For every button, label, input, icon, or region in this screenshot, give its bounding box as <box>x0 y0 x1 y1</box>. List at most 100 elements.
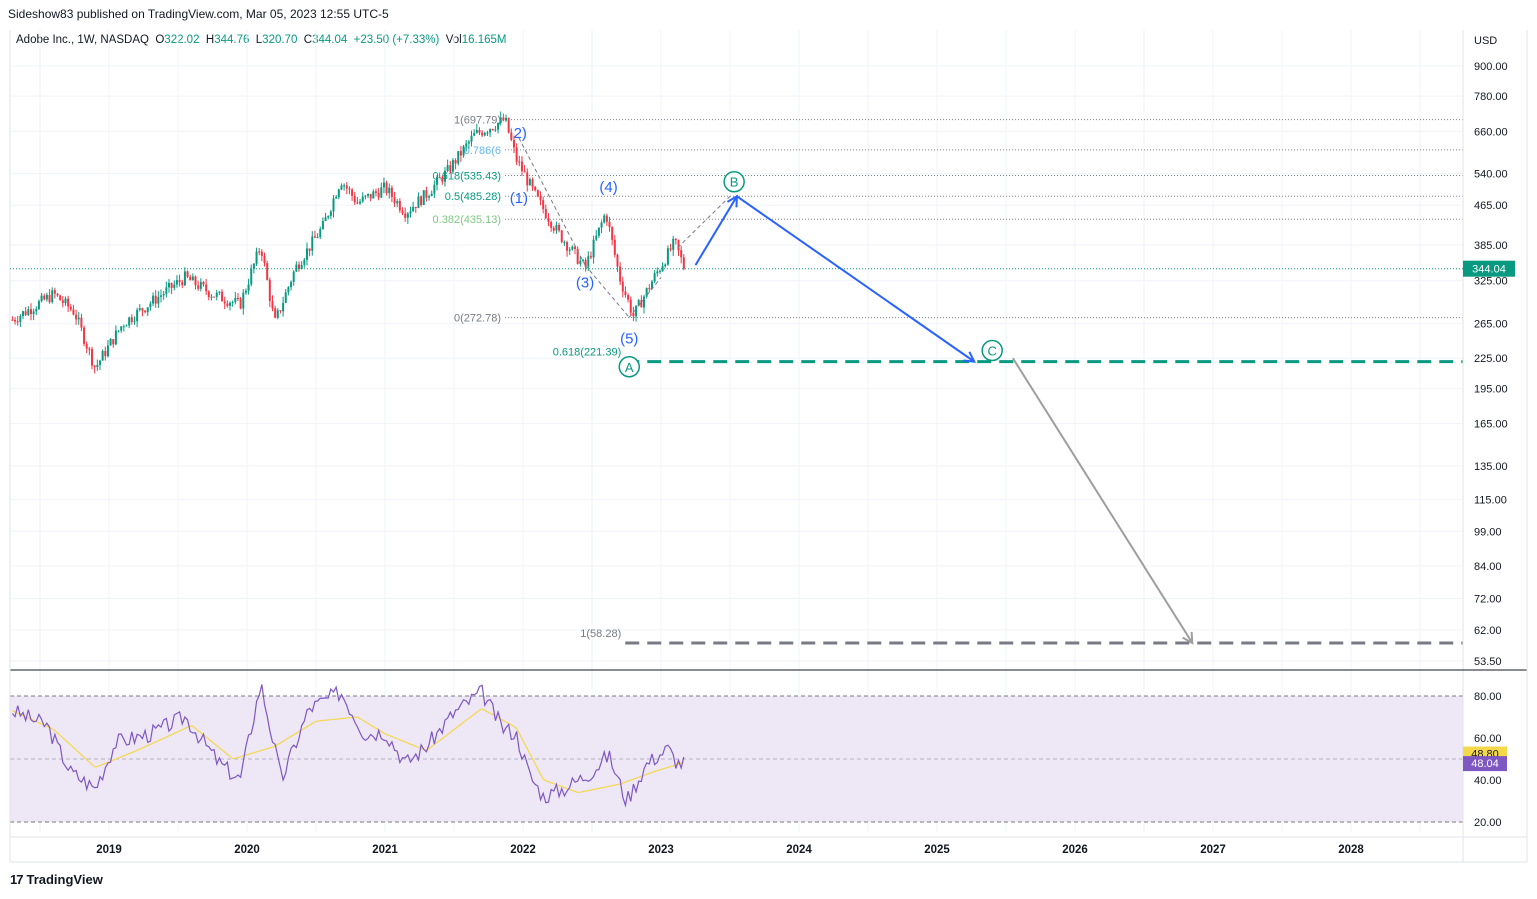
candle-body <box>61 300 64 304</box>
candle-body <box>658 270 661 272</box>
candle-body <box>29 309 32 315</box>
candle-body <box>462 146 465 156</box>
candle-body <box>290 281 293 288</box>
wave-guide-line <box>628 277 662 318</box>
fib-level-label: 0(272.78) <box>454 313 501 325</box>
rsi-axis-label: 80.00 <box>1474 691 1502 703</box>
candle-body <box>258 251 261 253</box>
candle-body <box>72 309 75 315</box>
candle-body <box>502 117 505 121</box>
wave-label: 2) <box>514 125 527 142</box>
candle-body <box>93 365 96 368</box>
tradingview-footer: 17 TradingView <box>10 872 103 887</box>
candle-body <box>672 238 675 250</box>
price-axis-label: 465.00 <box>1474 200 1508 212</box>
candle-body <box>361 196 364 202</box>
candle-body <box>152 295 155 304</box>
candle-body <box>613 239 616 255</box>
candle-body <box>674 238 677 240</box>
candle-body <box>483 132 486 136</box>
rsi-ma-line <box>12 708 685 794</box>
candle-body <box>205 284 208 292</box>
open-value: 322.02 <box>164 34 200 46</box>
candle-body <box>189 276 192 281</box>
candle-body <box>372 191 375 199</box>
candle-body <box>160 295 163 297</box>
price-axis-label: 225.00 <box>1474 353 1508 365</box>
price-axis-label: 115.00 <box>1474 495 1507 507</box>
price-axis-label: 165.00 <box>1474 419 1508 431</box>
candle-body <box>348 188 351 190</box>
candle-body <box>313 236 316 238</box>
candle-body <box>210 296 213 298</box>
candle-body <box>624 291 627 295</box>
candle-body <box>645 288 648 297</box>
candle-body <box>157 296 160 304</box>
candle-body <box>412 206 415 212</box>
currency-label: USD <box>1474 35 1497 47</box>
long-projection-line <box>1012 357 1194 644</box>
candle-body <box>122 326 125 328</box>
candle-body <box>367 193 370 196</box>
arrowhead-b <box>726 194 738 208</box>
candle-body <box>321 221 324 229</box>
candle-body <box>130 317 133 322</box>
candle-body <box>215 292 218 297</box>
candle-body <box>345 185 348 189</box>
candle-body <box>632 312 635 317</box>
candle-body <box>430 193 433 197</box>
price-axis-label: 99.00 <box>1474 526 1502 538</box>
candle-body <box>173 284 176 288</box>
candle-body <box>271 301 274 309</box>
fib-level-label: 0.5(485.28) <box>445 191 501 203</box>
abc-projection-line <box>694 194 975 363</box>
fib-level-label: 0.618(535.43) <box>433 170 502 182</box>
candle-body <box>19 315 22 322</box>
candle-body <box>653 273 656 282</box>
candle-body <box>202 281 205 285</box>
candle-body <box>170 282 173 288</box>
rsi-band-fill <box>10 696 1463 822</box>
candle-body <box>197 285 200 289</box>
candle-body <box>276 310 279 318</box>
candle-body <box>380 187 383 198</box>
candle-body <box>507 117 510 133</box>
price-axis-label: 660.00 <box>1474 126 1508 138</box>
candle-body <box>422 190 425 205</box>
candle-body <box>499 117 502 123</box>
candle-body <box>518 161 521 163</box>
wave-labels: (1) 2) (3) (4) (5) A B C <box>510 125 1003 378</box>
candle-body <box>398 200 401 211</box>
candle-body <box>300 264 303 269</box>
rsi-axis-label: 60.00 <box>1474 733 1502 745</box>
price-axis-label: 62.00 <box>1474 625 1502 637</box>
candle-body <box>611 227 614 240</box>
rsi-pane <box>10 684 1463 823</box>
fib-level-label: 1(697.79) <box>454 115 501 127</box>
candle-body <box>584 260 587 267</box>
candle-body <box>510 132 513 141</box>
candle-body <box>175 280 178 285</box>
candle-body <box>223 301 226 304</box>
candle-body <box>117 330 120 332</box>
candle-body <box>221 291 224 302</box>
candle-body <box>595 235 598 240</box>
candle-body <box>356 202 359 204</box>
candle-body <box>266 263 269 280</box>
candle-body <box>327 215 330 218</box>
candle-body <box>98 360 101 365</box>
candle-body <box>491 129 494 131</box>
candle-body <box>364 195 367 197</box>
price-axis-label: 540.00 <box>1474 169 1508 181</box>
candle-body <box>43 295 46 300</box>
candle-body <box>69 306 72 310</box>
candle-body <box>661 266 664 271</box>
candle-body <box>621 281 624 292</box>
candle-body <box>295 264 298 272</box>
candle-body <box>494 129 497 131</box>
candle-body <box>316 237 319 239</box>
wave-label: B <box>730 175 739 190</box>
candle-body <box>56 293 59 296</box>
candle-body <box>268 279 271 302</box>
